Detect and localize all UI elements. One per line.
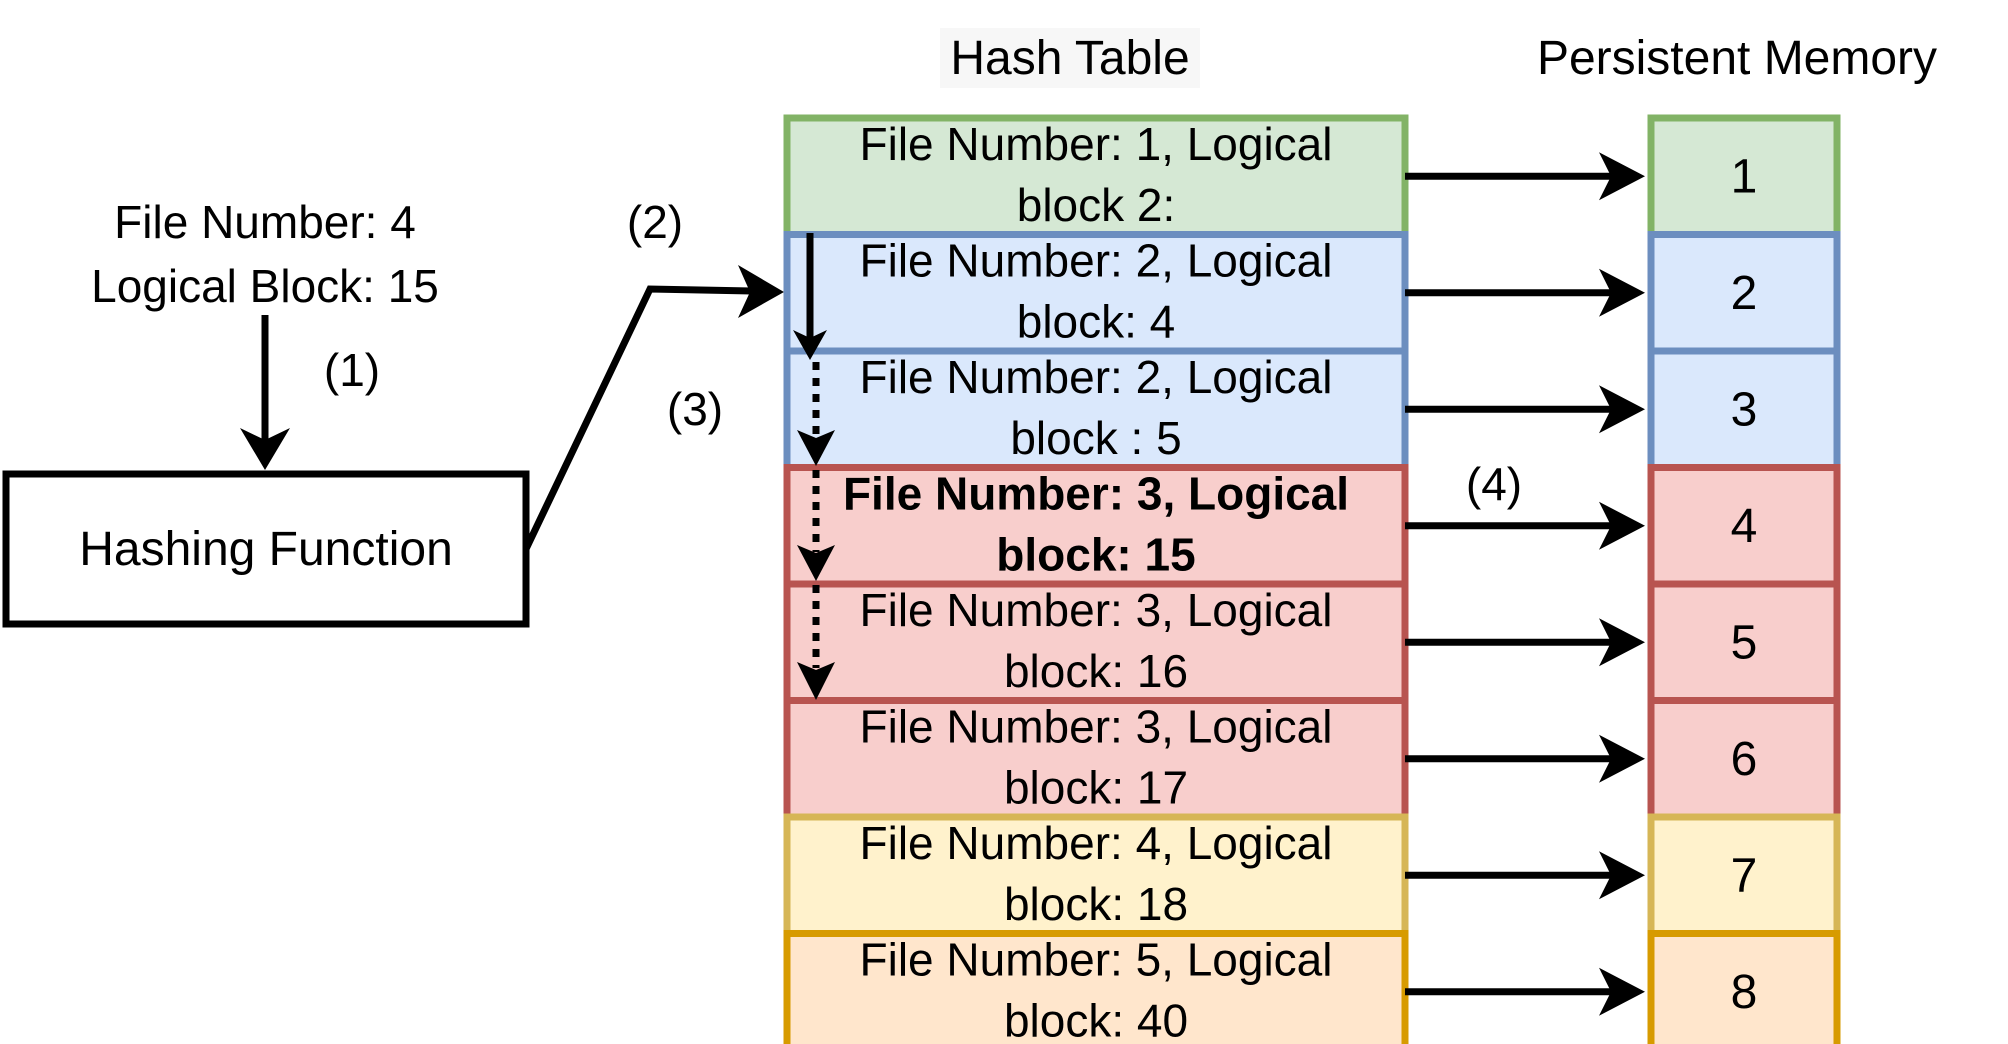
hash-table-row: File Number: 2, Logical block : 5 [783, 347, 1409, 471]
hash-table-row-line2: block: 40 [1004, 995, 1188, 1044]
hash-table-row-line2: block 2: [1017, 179, 1176, 231]
memory-block: 2 [1647, 231, 1841, 355]
hash-table-row-box [783, 231, 1409, 355]
memory-block: 1 [1647, 114, 1841, 238]
hash-table-row-box [783, 580, 1409, 704]
row-to-memory-arrowhead [1599, 152, 1645, 201]
step2-label: (2) [627, 196, 683, 248]
memory-block-box [1647, 347, 1841, 471]
memory-block-label: 8 [1731, 966, 1758, 1019]
arrow-step2-head [738, 265, 784, 318]
memory-block: 4 [1647, 464, 1841, 588]
memory-block-box [1647, 114, 1841, 238]
hash-table-row-line1: File Number: 2, Logical [860, 235, 1333, 287]
row-to-memory-arrowhead [1599, 618, 1645, 667]
hash-table-row: File Number: 3, Logical block: 16 [783, 580, 1409, 704]
hash-table-row-line1: File Number: 3, Logical [843, 468, 1349, 520]
memory-block-label: 1 [1731, 150, 1758, 203]
hash-table-row: File Number: 4, Logical block: 18 [783, 813, 1409, 937]
row-to-memory-arrowhead [1599, 967, 1645, 1016]
memory-block: 8 [1647, 930, 1841, 1044]
memory-block-box [1647, 464, 1841, 588]
search-arrow-dotted-2-head [797, 545, 835, 581]
search-arrow-dotted-3-head [797, 662, 835, 700]
hash-table-row-line2: block: 18 [1004, 878, 1188, 930]
step3-label: (3) [667, 383, 723, 435]
hashing-function-label: Hashing Function [79, 523, 453, 576]
hash-table-row-line2: block: 17 [1004, 762, 1188, 814]
hash-table-row: File Number: 2, Logical block: 4 [783, 231, 1409, 355]
hash-table-row-box [783, 114, 1409, 238]
hash-table-title: Hash Table [950, 32, 1189, 85]
memory-block: 6 [1647, 697, 1841, 821]
step4-label: (4) [1466, 458, 1522, 510]
search-arrow-solid-head [793, 330, 827, 360]
memory-block-box [1647, 580, 1841, 704]
hash-table-row-line1: File Number: 5, Logical [860, 934, 1333, 986]
memory-block-box [1647, 930, 1841, 1044]
hash-table-row-line1: File Number: 2, Logical [860, 351, 1333, 403]
persistent-memory-title: Persistent Memory [1537, 32, 1937, 85]
hash-table-row-box [783, 464, 1409, 588]
hash-table-row: File Number: 1, Logical block 2: [783, 114, 1409, 238]
input-file-number: File Number: 4 [114, 196, 416, 248]
input-logical-block: Logical Block: 15 [91, 260, 439, 312]
hash-table-row-line1: File Number: 4, Logical [860, 817, 1333, 869]
memory-block-box [1647, 231, 1841, 355]
memory-block: 5 [1647, 580, 1841, 704]
memory-block-label: 5 [1731, 616, 1758, 669]
hash-table-row-line2: block: 4 [1017, 296, 1176, 348]
hash-table-row-line2: block: 15 [996, 529, 1195, 581]
hash-table-title-bg [940, 28, 1200, 88]
memory-block-label: 2 [1731, 267, 1758, 320]
memory-block-label: 6 [1731, 733, 1758, 786]
step1-label: (1) [324, 344, 380, 396]
row-to-memory-arrowhead [1599, 268, 1645, 317]
row-to-memory-arrowhead [1599, 734, 1645, 783]
hash-table-row-line1: File Number: 1, Logical [860, 118, 1333, 170]
memory-block: 7 [1647, 813, 1841, 937]
arrow-step2 [522, 285, 753, 551]
hash-table-row-line2: block: 16 [1004, 645, 1188, 697]
arrow-step1-head [240, 428, 290, 470]
row-to-memory-arrowhead [1599, 501, 1645, 550]
row-to-memory-arrowhead [1599, 851, 1645, 900]
hash-table-row: File Number: 3, Logical block: 17 [783, 697, 1409, 821]
hash-table-row: File Number: 5, Logical block: 40 [783, 930, 1409, 1044]
memory-block-label: 7 [1731, 849, 1758, 902]
hash-table-row-line2: block : 5 [1010, 412, 1181, 464]
memory-block-label: 3 [1731, 383, 1758, 436]
row-to-memory-arrowhead [1599, 385, 1645, 434]
memory-block-box [1647, 697, 1841, 821]
hash-table-row-line1: File Number: 3, Logical [860, 701, 1333, 753]
memory-block-label: 4 [1731, 500, 1758, 553]
memory-block: 3 [1647, 347, 1841, 471]
memory-block-box [1647, 813, 1841, 937]
search-arrow-dotted-1-head [797, 430, 835, 466]
hash-table-row-line1: File Number: 3, Logical [860, 584, 1333, 636]
hash-table-row: File Number: 3, Logical block: 15 [783, 464, 1409, 588]
